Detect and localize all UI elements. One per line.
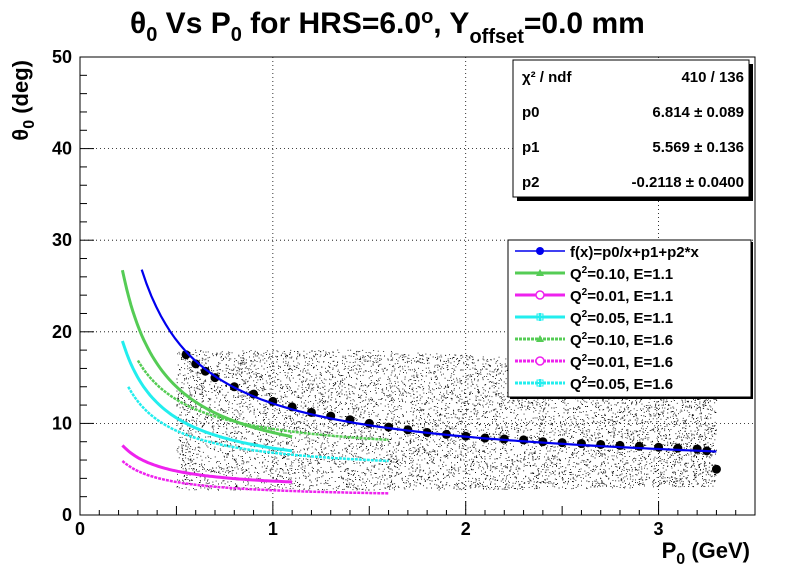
legend-marker-2 [535, 290, 545, 300]
profile-point [576, 439, 586, 449]
legend-label-fit: f(x)=p0/x+p1+p2*x [570, 244, 699, 261]
y-tick-label-50: 50 [52, 47, 72, 67]
profile-point [200, 366, 210, 376]
legend-label-2: Q2=0.01, E=1.1 [570, 287, 673, 305]
stats-value-p1: 5.569 ± 0.136 [652, 139, 744, 156]
legend-label-5: Q2=0.01, E=1.6 [570, 353, 673, 371]
y-tick-label-20: 20 [52, 322, 72, 342]
legend-marker-4 [536, 335, 544, 342]
axis-ticks [79, 56, 756, 516]
x-axis-label: P0 (GeV) [662, 538, 750, 568]
profile-point [692, 444, 702, 454]
fit-curve [140, 269, 717, 453]
series-curves [120, 269, 389, 495]
legend-label-3: Q2=0.05, E=1.1 [570, 309, 673, 327]
profile-point [596, 439, 606, 449]
profile-point [654, 442, 664, 452]
legend-label-6: Q2=0.05, E=1.6 [570, 375, 673, 393]
y-axis-label: θ0 (deg) [8, 60, 38, 141]
chart-title: θ0 Vs P0 for HRS=6.0o, Yoffset=0.0 mm [130, 6, 645, 48]
stats-box: χ² / ndf 410 / 136 p0 6.814 ± 0.089 p1 5… [512, 59, 753, 201]
series-curve-4 [121, 460, 389, 495]
series-curve-5 [127, 386, 389, 463]
legend-label-1: Q2=0.10, E=1.1 [570, 265, 673, 283]
x-tick-label-0: 0 [75, 519, 85, 539]
legend-marker-0 [536, 247, 544, 255]
x-tick-label-3: 3 [654, 519, 664, 539]
profile-point [191, 359, 201, 369]
x-tick-label-2: 2 [461, 519, 471, 539]
series-curve-1 [121, 444, 293, 484]
y-tick-label-0: 0 [62, 505, 72, 525]
profile-point [615, 440, 625, 450]
stats-name-p2: p2 [522, 174, 540, 191]
series-curve-0 [120, 269, 293, 439]
stats-value-chi2: 410 / 136 [681, 69, 744, 86]
legend: f(x)=p0/x+p1+p2*x Q2=0.10, E=1.1 Q2=0.01… [507, 239, 753, 399]
legend-marker-5 [535, 356, 545, 366]
profile-point [634, 441, 644, 451]
profile-point [519, 435, 529, 445]
legend-marker-box-3 [536, 313, 544, 321]
y-tick-label-40: 40 [52, 139, 72, 159]
fit-line [140, 269, 717, 453]
legend-marker-1 [536, 269, 544, 276]
profile-point [673, 443, 683, 453]
y-tick-label-10: 10 [52, 413, 72, 433]
scatter-dots [176, 349, 718, 491]
scatter-cloud [176, 349, 718, 491]
stats-box-frame [512, 59, 750, 198]
stats-name-p1: p1 [522, 139, 540, 156]
legend-label-4: Q2=0.10, E=1.6 [570, 331, 673, 349]
x-tick-label-1: 1 [268, 519, 278, 539]
stats-name-chi2: χ² / ndf [522, 69, 572, 86]
legend-swatches [515, 247, 565, 387]
profile-point [711, 464, 721, 474]
stats-value-p0: 6.814 ± 0.089 [652, 104, 744, 121]
series-curve-2 [120, 340, 293, 453]
y-tick-label-30: 30 [52, 230, 72, 250]
stats-name-p0: p0 [522, 104, 540, 121]
stats-value-p2: -0.2118 ± 0.0400 [632, 174, 745, 191]
legend-marker-box-6 [536, 379, 544, 387]
